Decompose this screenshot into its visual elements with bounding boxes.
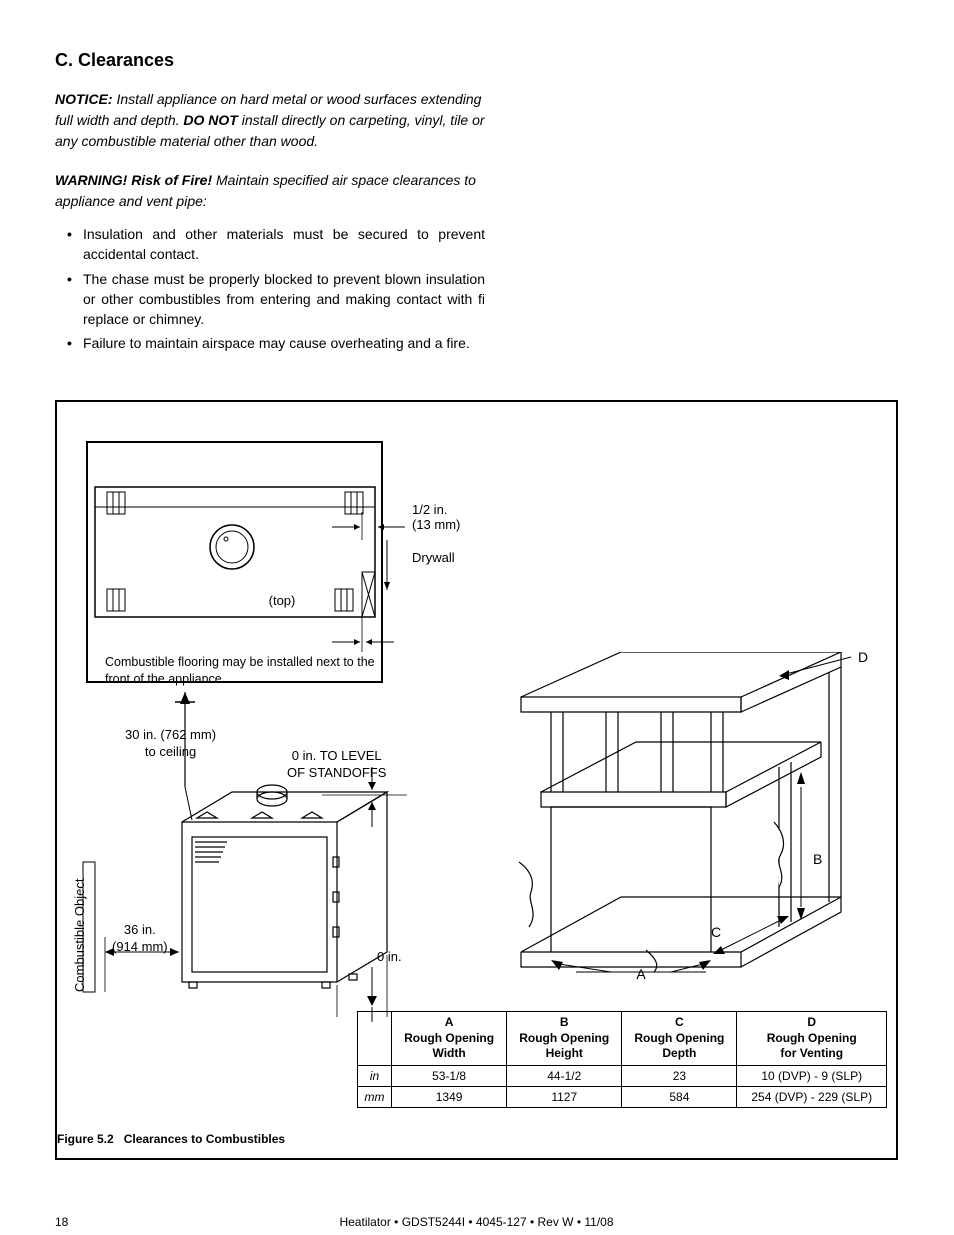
combustible-label: Combustible Object: [72, 879, 87, 992]
notice-donot: DO NOT: [183, 112, 237, 128]
figure-caption: Figure 5.2 Clearances to Combustibles: [57, 1132, 285, 1146]
zero-label: 0 in.: [377, 949, 402, 964]
notice-paragraph: NOTICE: Install appliance on hard metal …: [55, 89, 485, 152]
footer-text: Heatilator • GDST5244I • 4045-127 • Rev …: [55, 1215, 898, 1229]
list-item: Failure to maintain airspace may cause o…: [55, 333, 485, 353]
side-view-diagram: 30 in. (762 mm)to ceiling 0 in. TO LEVEL…: [77, 692, 477, 1022]
cell: 254 (DVP) - 229 (SLP): [737, 1087, 887, 1108]
table-row: mm 1349 1127 584 254 (DVP) - 229 (SLP): [358, 1087, 887, 1108]
list-item: The chase must be properly blocked to pr…: [55, 269, 485, 330]
notice-label: NOTICE:: [55, 91, 113, 107]
cell: 1127: [507, 1087, 622, 1108]
unit-header: [358, 1012, 392, 1066]
svg-text:A: A: [636, 966, 646, 982]
floor-note: Combustible flooring may be installed ne…: [105, 654, 375, 688]
dimensions-table: ARough OpeningWidth BRough OpeningHeight…: [357, 1011, 887, 1108]
col-header: ARough OpeningWidth: [392, 1012, 507, 1066]
ceiling-label: 30 in. (762 mm)to ceiling: [125, 727, 216, 761]
bullet-list: Insulation and other materials must be s…: [55, 224, 485, 354]
dim-label: 1/2 in.(13 mm): [412, 502, 460, 532]
svg-text:(top): (top): [269, 593, 296, 608]
unit-cell: in: [358, 1066, 392, 1087]
cell: 44-1/2: [507, 1066, 622, 1087]
svg-text:C: C: [711, 924, 721, 940]
cell: 10 (DVP) - 9 (SLP): [737, 1066, 887, 1087]
table-row: in 53-1/8 44-1/2 23 10 (DVP) - 9 (SLP): [358, 1066, 887, 1087]
col-header: DRough Openingfor Venting: [737, 1012, 887, 1066]
drywall-label: Drywall: [412, 550, 455, 565]
warning-label: WARNING! Risk of Fire!: [55, 172, 212, 188]
unit-cell: mm: [358, 1087, 392, 1108]
standoffs-label: 0 in. TO LEVELOF STANDOFFS: [287, 748, 386, 782]
table-header-row: ARough OpeningWidth BRough OpeningHeight…: [358, 1012, 887, 1066]
list-item: Insulation and other materials must be s…: [55, 224, 485, 265]
svg-text:B: B: [813, 851, 822, 867]
col-header: CRough OpeningDepth: [622, 1012, 737, 1066]
cell: 53-1/8: [392, 1066, 507, 1087]
cell: 23: [622, 1066, 737, 1087]
cell: 1349: [392, 1087, 507, 1108]
cell: 584: [622, 1087, 737, 1108]
framing-diagram: A B C D: [491, 652, 881, 992]
section-heading: C. Clearances: [55, 50, 899, 71]
svg-text:D: D: [858, 652, 868, 665]
figure-container: (top) 1/2 in.(13 mm): [55, 400, 898, 1160]
side-dim-label: 36 in.(914 mm): [112, 922, 168, 956]
top-view-diagram: (top) 1/2 in.(13 mm): [77, 432, 477, 712]
warning-paragraph: WARNING! Risk of Fire! Maintain specifie…: [55, 170, 485, 212]
col-header: BRough OpeningHeight: [507, 1012, 622, 1066]
